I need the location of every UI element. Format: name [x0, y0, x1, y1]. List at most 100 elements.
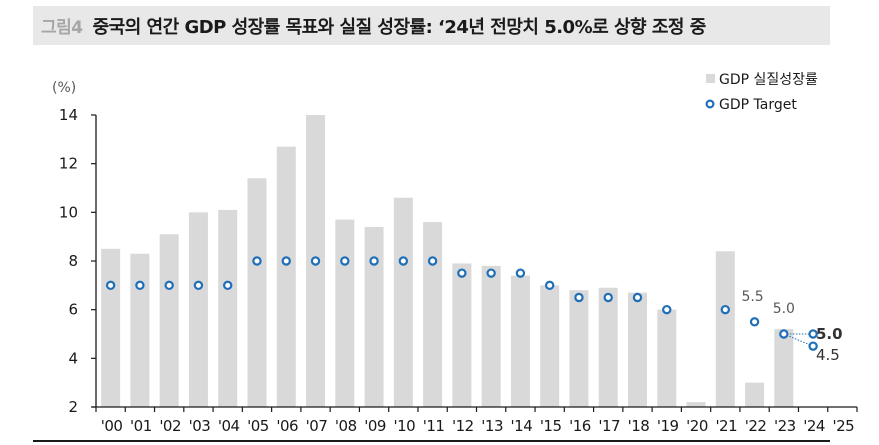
bar	[627, 292, 647, 407]
x-tick-label: '03	[189, 417, 211, 435]
target-marker	[720, 304, 731, 315]
target-marker	[252, 256, 262, 266]
legend-bar-swatch	[706, 74, 715, 83]
x-tick-label: '23	[774, 417, 796, 435]
target-marker	[574, 292, 584, 303]
bar	[159, 234, 179, 407]
x-tick-label: '12	[452, 417, 474, 435]
target-marker	[603, 292, 613, 303]
bar	[598, 287, 618, 407]
bar	[130, 253, 150, 407]
forecast-line	[783, 333, 814, 347]
annotations: 5.5 5.0 5.0 4.5	[741, 289, 842, 364]
annotation-label: 5.0	[773, 301, 795, 317]
bar	[715, 251, 735, 407]
target-marker	[193, 280, 204, 291]
bar	[540, 285, 560, 407]
target-marker	[486, 268, 496, 278]
x-tick-label: '16	[569, 417, 591, 435]
y-tick-label: 12	[59, 155, 78, 173]
bar	[276, 146, 296, 407]
target-marker	[427, 256, 438, 266]
bar	[452, 263, 472, 407]
x-tick-label: '09	[364, 417, 386, 435]
y-tick-label: 4	[68, 349, 78, 367]
bar	[364, 226, 384, 407]
bar	[188, 212, 208, 407]
axes: 2 4 6 8 10 12 14 '00 '01 '02 '03 '04 '05 '06 '07 '08 '09…	[52, 80, 858, 435]
target-marker	[310, 256, 321, 266]
forecast-label-high: 5.0	[816, 325, 843, 343]
y-axis-unit: (%)	[52, 80, 76, 96]
target-marker	[340, 256, 350, 266]
x-tick-label: '07	[306, 417, 328, 435]
x-tick-label: '05	[247, 417, 269, 435]
y-tick-label: 10	[59, 203, 78, 221]
x-tick-label: '22	[745, 417, 767, 435]
bar	[335, 219, 355, 407]
target-marker	[281, 256, 291, 266]
target-marker	[135, 280, 145, 291]
legend-label-bar: GDP 실질성장률	[719, 72, 818, 88]
x-tick-label: '11	[423, 417, 445, 435]
bar	[745, 382, 765, 407]
x-tick-label: '14	[511, 417, 533, 435]
target-marker	[105, 280, 116, 291]
bottom-divider	[33, 440, 830, 442]
x-tick-label: '25	[833, 417, 855, 435]
x-tick-label: '15	[540, 417, 562, 435]
x-tick-label: '06	[276, 417, 298, 435]
target-series	[105, 256, 818, 351]
legend-label-target: GDP Target	[719, 97, 797, 113]
x-tick-label: '02	[159, 417, 181, 435]
bar	[101, 248, 121, 407]
bar	[657, 309, 677, 407]
x-tick-label: '17	[598, 417, 620, 435]
bar	[510, 275, 530, 407]
bar	[774, 329, 794, 407]
x-tick-label: '20	[686, 417, 708, 435]
target-marker	[779, 329, 789, 339]
target-marker	[662, 304, 672, 315]
target-marker	[398, 256, 409, 266]
target-marker	[223, 280, 233, 291]
target-marker	[164, 280, 174, 291]
target-marker	[808, 329, 818, 339]
y-tick-label: 6	[68, 301, 78, 319]
forecast-label-low: 4.5	[816, 346, 840, 364]
bar	[247, 178, 267, 407]
figure-title-bar: 그림4 중국의 연간 GDP 성장률 목표와 실질 성장률: ‘24년 전망치 …	[33, 6, 830, 45]
y-tick-label: 2	[68, 398, 78, 416]
target-marker	[808, 341, 818, 351]
legend: GDP 실질성장률 GDP Target	[705, 72, 818, 113]
target-marker	[749, 317, 760, 327]
x-tick-label: '18	[628, 417, 650, 435]
legend-target-icon	[705, 99, 715, 109]
annotation-label: 5.5	[741, 289, 763, 305]
x-tick-label: '24	[803, 417, 825, 435]
target-marker	[544, 280, 555, 291]
bar	[569, 290, 589, 407]
bar	[686, 402, 706, 407]
x-tick-label: '13	[481, 417, 503, 435]
x-tick-label: '10	[393, 417, 415, 435]
x-tick-label: '19	[657, 417, 679, 435]
y-tick-label: 8	[68, 252, 78, 270]
bar	[393, 197, 413, 407]
x-tick-label: '00	[101, 417, 123, 435]
figure-label: 그림4	[41, 18, 83, 38]
y-tick-label: 14	[59, 106, 78, 124]
target-marker	[457, 268, 467, 278]
x-tick-label: '08	[335, 417, 357, 435]
bar	[218, 209, 238, 407]
x-tick-label: '21	[715, 417, 737, 435]
bar	[423, 222, 443, 407]
figure-title: 중국의 연간 GDP 성장률 목표와 실질 성장률: ‘24년 전망치 5.0%…	[92, 16, 707, 38]
bar-series	[101, 115, 794, 407]
target-marker	[369, 256, 379, 266]
target-marker	[515, 268, 526, 278]
target-marker	[632, 292, 643, 303]
bar	[481, 265, 501, 407]
x-tick-label: '04	[218, 417, 240, 435]
